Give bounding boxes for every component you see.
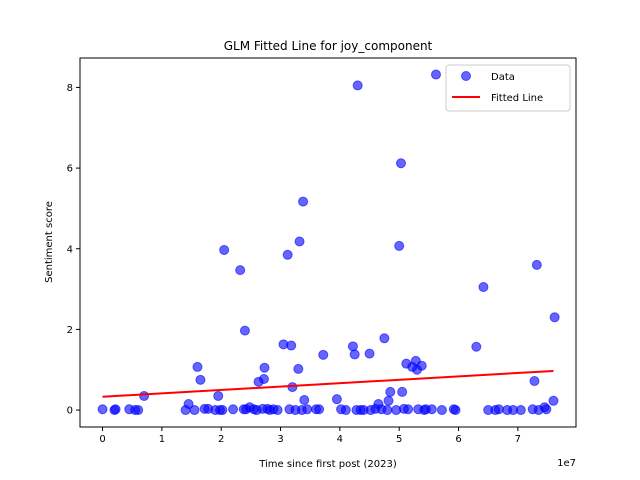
data-point bbox=[379, 333, 390, 344]
data-point bbox=[259, 362, 270, 373]
data-point bbox=[382, 405, 393, 416]
data-point bbox=[110, 404, 121, 415]
chart-title: GLM Fitted Line for joy_component bbox=[224, 39, 433, 53]
y-tick-label: 8 bbox=[67, 83, 73, 94]
data-point bbox=[286, 340, 297, 351]
x-axis-label: Time since first post (2023) bbox=[258, 459, 397, 470]
data-point bbox=[183, 399, 194, 410]
data-point bbox=[340, 405, 351, 416]
data-point bbox=[471, 341, 482, 352]
data-point bbox=[318, 349, 329, 360]
data-point bbox=[430, 69, 441, 80]
data-point bbox=[235, 265, 246, 276]
data-point bbox=[314, 404, 325, 415]
data-point bbox=[228, 404, 239, 415]
data-point bbox=[195, 374, 206, 385]
data-point bbox=[189, 405, 200, 416]
data-point bbox=[493, 404, 504, 415]
data-point bbox=[478, 282, 489, 293]
x-tick-label: 0 bbox=[99, 434, 105, 445]
x-offset-label: 1e7 bbox=[557, 458, 576, 469]
y-tick-label: 0 bbox=[67, 406, 73, 417]
legend-fit-label: Fitted Line bbox=[491, 93, 543, 104]
fitted-line bbox=[102, 369, 554, 398]
x-tick-label: 2 bbox=[218, 434, 224, 445]
data-point bbox=[349, 349, 360, 360]
data-point bbox=[302, 404, 313, 415]
x-tick-label: 6 bbox=[455, 434, 461, 445]
data-point bbox=[282, 249, 293, 260]
legend-data-marker bbox=[461, 71, 471, 81]
y-tick-label: 2 bbox=[67, 325, 73, 336]
x-tick-label: 3 bbox=[277, 434, 283, 445]
data-point bbox=[529, 376, 540, 387]
data-point bbox=[331, 394, 342, 405]
data-point bbox=[192, 361, 203, 372]
data-point bbox=[403, 404, 414, 415]
data-point bbox=[383, 395, 394, 406]
data-point bbox=[436, 405, 447, 416]
data-point bbox=[239, 325, 250, 336]
x-tick-label: 1 bbox=[159, 434, 165, 445]
data-point bbox=[97, 404, 108, 415]
y-tick-label: 6 bbox=[67, 164, 73, 175]
data-point bbox=[541, 404, 552, 415]
data-point bbox=[549, 312, 560, 323]
data-point bbox=[394, 240, 405, 251]
x-tick-label: 4 bbox=[337, 434, 343, 445]
data-point bbox=[364, 348, 375, 359]
data-point bbox=[352, 80, 363, 91]
data-point bbox=[347, 341, 358, 352]
data-point bbox=[416, 360, 427, 371]
data-point bbox=[133, 405, 144, 416]
x-tick-label: 5 bbox=[396, 434, 402, 445]
data-point bbox=[287, 382, 298, 393]
data-point bbox=[139, 390, 150, 401]
data-point bbox=[293, 363, 304, 374]
plot-frame bbox=[79, 57, 577, 428]
data-point bbox=[426, 404, 437, 415]
data-point bbox=[299, 394, 310, 405]
y-ticks: 0 2 4 6 8 bbox=[67, 83, 80, 417]
y-tick-label: 4 bbox=[67, 244, 73, 255]
data-points bbox=[97, 69, 560, 416]
data-point bbox=[213, 390, 224, 401]
data-point bbox=[258, 374, 269, 385]
data-point bbox=[298, 196, 309, 207]
fitted-line-group bbox=[102, 369, 554, 398]
data-point bbox=[294, 236, 305, 247]
data-point bbox=[397, 386, 408, 397]
data-point bbox=[531, 259, 542, 270]
data-point bbox=[217, 405, 228, 416]
x-ticks: 0 1 2 3 4 5 6 7 bbox=[99, 427, 521, 445]
data-point bbox=[272, 405, 283, 416]
data-point bbox=[385, 386, 396, 397]
x-tick-label: 7 bbox=[515, 434, 521, 445]
data-point bbox=[450, 405, 461, 416]
data-point bbox=[515, 405, 526, 416]
data-point bbox=[395, 158, 406, 169]
data-point bbox=[219, 244, 230, 255]
y-axis-label: Sentiment score bbox=[44, 201, 55, 283]
data-point bbox=[548, 395, 559, 406]
legend-data-label: Data bbox=[491, 72, 515, 83]
legend-box bbox=[445, 64, 571, 112]
legend: Data Fitted Line bbox=[445, 64, 571, 112]
